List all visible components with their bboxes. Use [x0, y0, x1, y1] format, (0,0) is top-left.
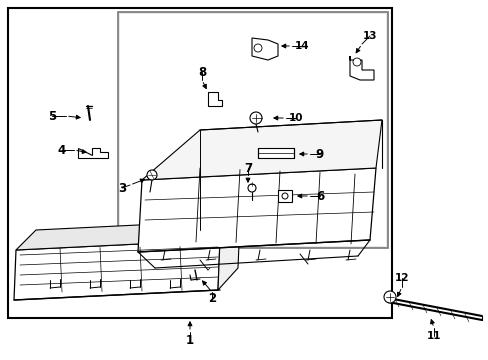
- Text: 2: 2: [207, 292, 216, 305]
- Polygon shape: [251, 38, 278, 60]
- Bar: [258, 148, 293, 158]
- Circle shape: [249, 112, 262, 124]
- Text: 5: 5: [48, 109, 56, 122]
- Polygon shape: [78, 148, 108, 158]
- Text: 14: 14: [294, 41, 309, 51]
- Polygon shape: [142, 120, 381, 180]
- Circle shape: [383, 291, 395, 303]
- Text: 13: 13: [362, 31, 376, 41]
- Text: 12: 12: [394, 273, 408, 283]
- Circle shape: [147, 170, 157, 180]
- Text: 7: 7: [244, 162, 251, 175]
- Polygon shape: [218, 220, 240, 290]
- Text: 1: 1: [185, 333, 194, 346]
- Circle shape: [282, 193, 287, 199]
- Polygon shape: [349, 56, 373, 80]
- Circle shape: [352, 58, 360, 66]
- Text: 10: 10: [288, 113, 303, 123]
- Circle shape: [247, 184, 256, 192]
- Text: 11: 11: [426, 331, 440, 341]
- Text: 6: 6: [315, 189, 324, 202]
- Text: 9: 9: [315, 148, 324, 161]
- Text: 8: 8: [198, 66, 206, 78]
- Bar: [118, 12, 387, 248]
- Polygon shape: [16, 220, 240, 250]
- Bar: [8, 8, 391, 318]
- Bar: [120, 14, 385, 246]
- Text: 3: 3: [118, 181, 126, 194]
- Polygon shape: [207, 92, 222, 106]
- Text: 4: 4: [58, 144, 66, 157]
- Polygon shape: [138, 168, 375, 252]
- Circle shape: [253, 44, 262, 52]
- Polygon shape: [14, 240, 220, 300]
- Bar: [278, 190, 291, 202]
